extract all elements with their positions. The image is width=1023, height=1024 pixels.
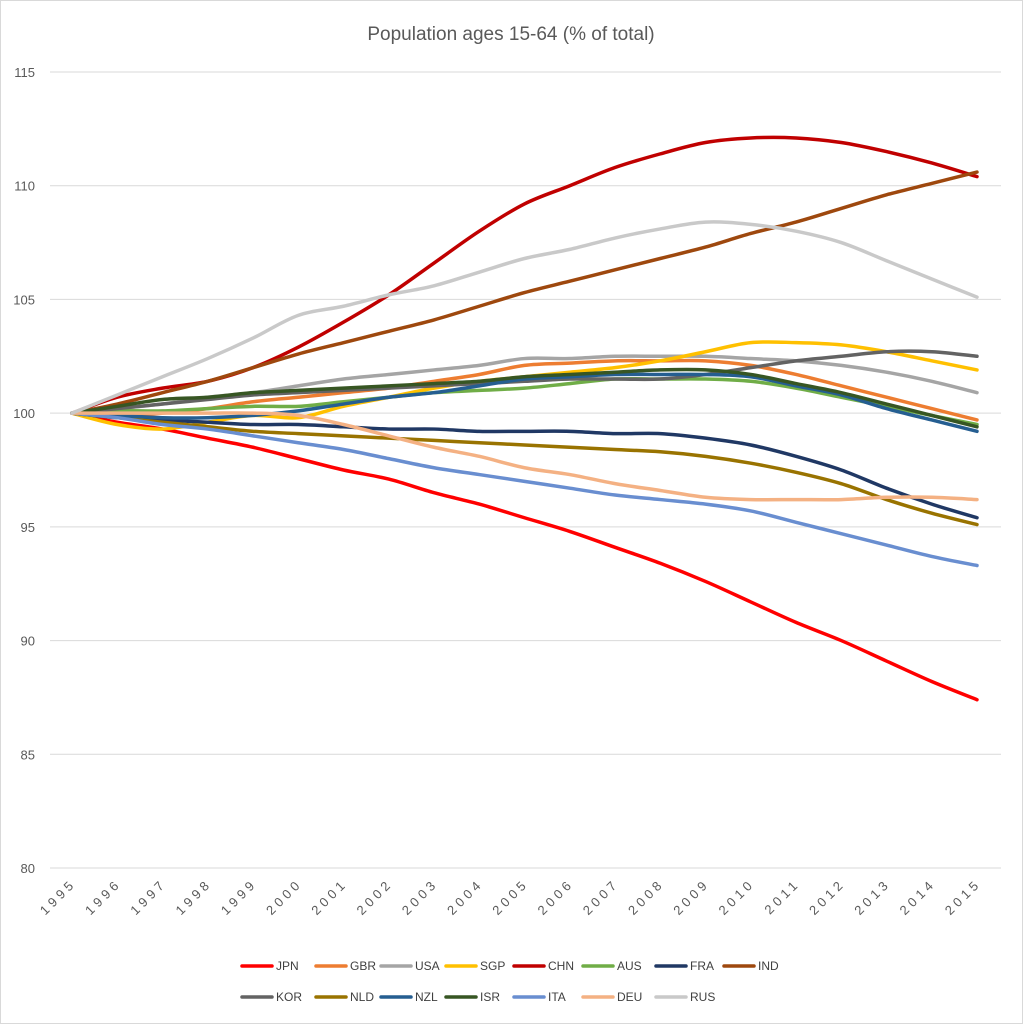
legend-label: ISR [480,990,500,1004]
legend-label: USA [415,959,440,973]
legend-item-ita[interactable]: ITA [512,990,566,1004]
chart-title: Population ages 15-64 (% of total) [367,24,654,45]
legend-item-isr[interactable]: ISR [444,990,500,1004]
y-tick-label: 115 [14,65,35,80]
legend-label: IND [758,959,779,973]
x-tick-label: 2003 [399,876,441,918]
legend-item-kor[interactable]: KOR [240,990,302,1004]
series-line-chn [70,135,979,415]
legend-item-nld[interactable]: NLD [314,990,374,1004]
legend-item-chn[interactable]: CHN [512,959,574,973]
legend-item-gbr[interactable]: GBR [314,959,376,973]
legend-item-sgp[interactable]: SGP [444,959,505,973]
series-line-kor [70,349,979,415]
legend-item-fra[interactable]: FRA [654,959,714,973]
legend-label: AUS [617,959,642,973]
legend-label: GBR [350,959,376,973]
y-tick-label: 100 [13,406,35,421]
legend-label: JPN [276,959,299,973]
x-tick-label: 1998 [173,876,215,918]
legend-item-jpn[interactable]: JPN [240,959,299,973]
series-line-gbr [70,358,979,422]
x-tick-label: 1999 [218,876,260,918]
legend-label: KOR [276,990,302,1004]
series-line-nld [70,411,979,527]
legend-label: SGP [480,959,505,973]
legend-label: FRA [690,959,714,973]
series-lines [70,135,979,702]
gridlines [50,71,1001,869]
series-line-ita [70,411,979,568]
legend-item-ind[interactable]: IND [722,959,779,973]
x-tick-label: 2014 [897,876,939,918]
y-axis: 80 85 90 95 100 105 110 115 [13,65,35,876]
y-tick-label: 90 [21,634,35,649]
x-tick-label: 2015 [942,876,984,918]
x-tick-label: 2001 [308,876,350,918]
legend-label: CHN [548,959,574,973]
legend-label: NLD [350,990,374,1004]
legend-item-nzl[interactable]: NZL [379,990,438,1004]
x-tick-label: 2005 [489,876,531,918]
series-line-ind [70,170,979,415]
series-line-aus [70,376,979,427]
series-line-fra [70,411,979,520]
x-tick-label: 2011 [761,876,803,918]
series-line-nzl [70,372,979,434]
x-axis: 1995 1996 1997 1998 1999 2000 2001 2002 2003 2004… [37,876,984,918]
x-tick-label: 2000 [263,876,305,918]
legend-item-aus[interactable]: AUS [581,959,642,973]
x-tick-label: 2013 [851,876,893,918]
series-line-rus [70,220,979,415]
legend: JPN GBR USA SGP CHN AUS FRA IND KOR NLD NZL ISR ITA D… [240,959,779,1004]
legend-label: ITA [548,990,566,1004]
x-tick-label: 2006 [535,876,577,918]
x-tick-label: 2010 [716,876,758,918]
series-line-isr [70,367,979,429]
x-tick-label: 2004 [444,876,486,918]
x-tick-label: 2002 [354,876,396,918]
x-tick-label: 2009 [670,876,712,918]
legend-label: DEU [617,990,642,1004]
y-tick-label: 80 [21,861,35,876]
x-tick-label: 1997 [127,876,169,918]
y-tick-label: 95 [21,520,35,535]
x-tick-label: 2007 [580,876,622,918]
x-tick-label: 1995 [37,876,79,918]
y-tick-label: 105 [13,292,35,307]
legend-label: NZL [415,990,438,1004]
x-tick-label: 2012 [806,876,848,918]
legend-item-usa[interactable]: USA [379,959,440,973]
y-tick-label: 110 [14,179,35,194]
x-tick-label: 1996 [82,876,124,918]
legend-item-rus[interactable]: RUS [654,990,715,1004]
y-tick-label: 85 [21,747,35,762]
series-line-deu [70,411,979,502]
legend-label: RUS [690,990,715,1004]
series-line-jpn [70,411,979,702]
legend-item-deu[interactable]: DEU [581,990,642,1004]
x-tick-label: 2008 [625,876,667,918]
